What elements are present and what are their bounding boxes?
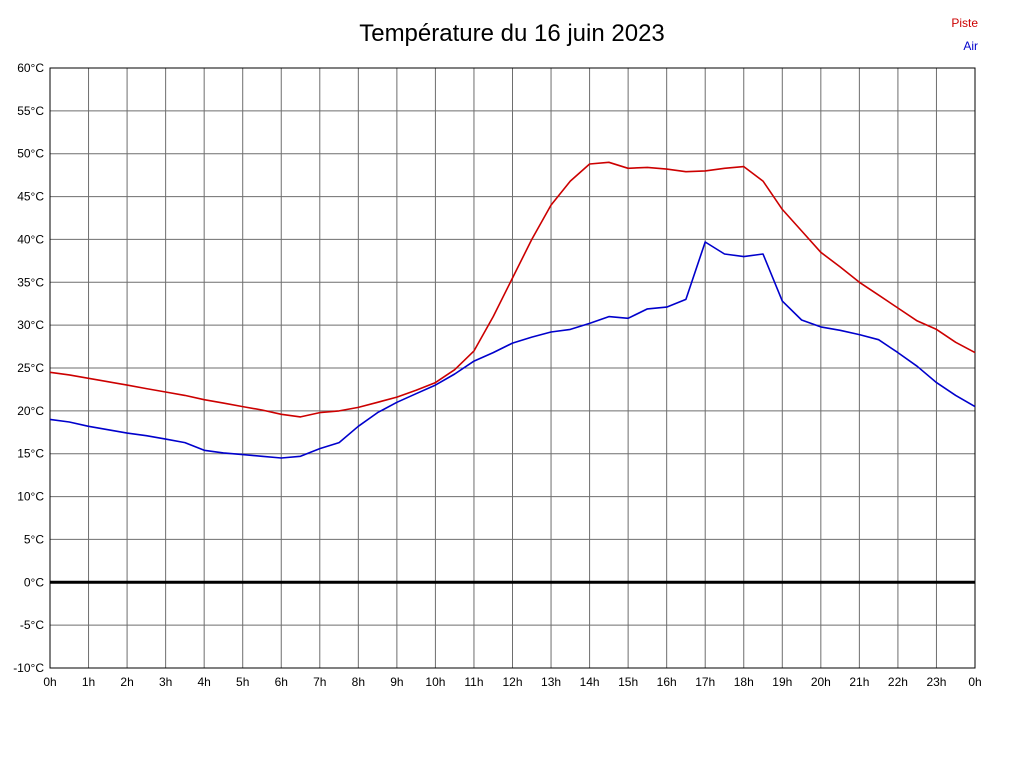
- x-axis-tick-label: 14h: [580, 675, 600, 689]
- y-axis-tick-label: 50°C: [17, 147, 44, 161]
- y-axis-tick-label: 20°C: [17, 404, 44, 418]
- x-axis-tick-label: 8h: [352, 675, 365, 689]
- x-axis-tick-label: 13h: [541, 675, 561, 689]
- legend-item-air: Air: [963, 39, 978, 53]
- y-axis-tick-label: 10°C: [17, 490, 44, 504]
- x-axis-tick-label: 10h: [425, 675, 445, 689]
- y-axis-tick-label: 0°C: [24, 575, 44, 589]
- series-line-air: [49, 241, 976, 459]
- x-axis-tick-label: 20h: [811, 675, 831, 689]
- y-axis-tick-label: 25°C: [17, 361, 44, 375]
- x-axis-tick-label: 2h: [120, 675, 133, 689]
- x-axis-tick-label: 23h: [926, 675, 946, 689]
- x-axis-tick-label: 3h: [159, 675, 172, 689]
- x-axis-tick-label: 7h: [313, 675, 326, 689]
- y-axis-tick-label: -10°C: [13, 661, 44, 675]
- x-axis-tick-label: 22h: [888, 675, 908, 689]
- chart-title: Température du 16 juin 2023: [359, 20, 665, 47]
- y-axis-tick-label: 60°C: [17, 61, 44, 75]
- x-axis-tick-label: 4h: [197, 675, 210, 689]
- x-axis-tick-label: 17h: [695, 675, 715, 689]
- legend-item-piste: Piste: [951, 16, 978, 30]
- x-axis-tick-label: 1h: [82, 675, 95, 689]
- chart-legend: Piste Air: [951, 12, 978, 58]
- series-line-piste: [49, 161, 976, 418]
- plot-border: [49, 67, 976, 669]
- y-axis-tick-label: 45°C: [17, 190, 44, 204]
- y-axis-tick-label: 30°C: [17, 318, 44, 332]
- x-axis-tick-label: 0h: [968, 675, 981, 689]
- y-axis-tick-label: 35°C: [17, 275, 44, 289]
- y-axis-tick-label: 15°C: [17, 447, 44, 461]
- x-axis-tick-label: 21h: [849, 675, 869, 689]
- y-axis-tick-label: 55°C: [17, 104, 44, 118]
- x-axis-tick-label: 19h: [772, 675, 792, 689]
- x-axis-tick-label: 6h: [275, 675, 288, 689]
- x-axis-tick-label: 0h: [43, 675, 56, 689]
- x-axis-tick-label: 9h: [390, 675, 403, 689]
- y-axis-tick-label: 40°C: [17, 232, 44, 246]
- x-axis-tick-label: 5h: [236, 675, 249, 689]
- x-axis-tick-label: 12h: [502, 675, 522, 689]
- x-axis-tick-label: 15h: [618, 675, 638, 689]
- x-axis-tick-label: 16h: [657, 675, 677, 689]
- y-axis-tick-label: 5°C: [24, 532, 44, 546]
- y-axis-tick-label: -5°C: [20, 618, 44, 632]
- x-axis-tick-label: 18h: [734, 675, 754, 689]
- x-axis-tick-label: 11h: [464, 675, 483, 689]
